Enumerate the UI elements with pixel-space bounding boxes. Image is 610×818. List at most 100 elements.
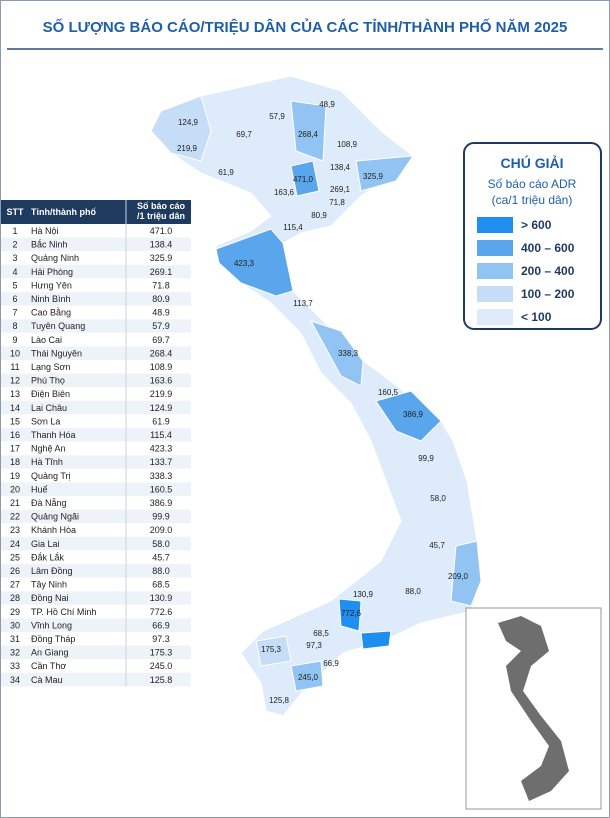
map-label: 160,5 <box>378 388 399 397</box>
legend-swatch <box>477 286 513 302</box>
table-cell: Vĩnh Long <box>31 620 72 630</box>
map-label: 219,9 <box>177 144 198 153</box>
province-shape <box>355 155 415 192</box>
table-cell: Lâm Đồng <box>31 566 73 576</box>
table-cell: 22 <box>10 512 20 522</box>
table-cell: 3 <box>12 253 17 263</box>
legend-title: CHÚ GIẢI <box>501 154 564 171</box>
table-row-bg <box>1 428 191 442</box>
table-cell: 423.3 <box>150 444 173 454</box>
map-label: 69,7 <box>236 130 252 139</box>
province-shape <box>309 320 364 387</box>
table-row-bg <box>1 672 191 687</box>
table-row-bg <box>1 550 191 564</box>
legend-label: 400 – 600 <box>521 241 575 255</box>
table-header: Tỉnh/thành phố <box>31 207 96 217</box>
table-cell: 45.7 <box>152 552 170 562</box>
table-cell: 325.9 <box>150 253 173 263</box>
table-row-bg <box>1 564 191 578</box>
table-row-bg <box>1 346 191 360</box>
table-cell: Nghệ An <box>31 444 66 454</box>
table-cell: 175.3 <box>150 648 173 658</box>
table-cell: Gia Lai <box>31 539 60 549</box>
table-cell: 386.9 <box>150 498 173 508</box>
table-cell: Cao Bằng <box>31 308 71 318</box>
table-row-bg <box>1 496 191 510</box>
table-cell: 209.0 <box>150 525 173 535</box>
table-cell: Lai Châu <box>31 403 67 413</box>
table-cell: 138.4 <box>150 240 173 250</box>
table-row-bg <box>1 632 191 646</box>
table-cell: 19 <box>10 471 20 481</box>
legend-unit: (ca/1 triệu dân) <box>492 193 573 207</box>
table-cell: 1 <box>12 226 17 236</box>
table-cell: 12 <box>10 376 20 386</box>
map-label: 108,9 <box>337 140 358 149</box>
table-cell: Sơn La <box>31 416 60 426</box>
table-cell: 219.9 <box>150 389 173 399</box>
map-label: 71,8 <box>329 198 345 207</box>
table-cell: Lào Cai <box>31 335 62 345</box>
table-cell: Đồng Nai <box>31 593 69 603</box>
map-label: 772,6 <box>341 609 362 618</box>
table-row-bg <box>1 482 191 496</box>
table-cell: 21 <box>10 498 20 508</box>
map-label: 45,7 <box>429 541 445 550</box>
map-label: 269,1 <box>330 185 351 194</box>
legend-subtitle: Số báo cáo ADR <box>488 177 577 191</box>
table-cell: Tây Ninh <box>31 580 67 590</box>
table-row-bg <box>1 509 191 524</box>
table-cell: 15 <box>10 416 20 426</box>
table-cell: 26 <box>10 566 20 576</box>
table-cell: 2 <box>12 240 17 250</box>
table-cell: 245.0 <box>150 661 173 671</box>
table-cell: 133.7 <box>150 457 173 467</box>
table-cell: 30 <box>10 620 20 630</box>
table-cell: Điện Biên <box>31 389 70 399</box>
map-label: 80,9 <box>311 211 327 220</box>
table-cell: Cà Mau <box>31 675 63 685</box>
table-cell: 16 <box>10 430 20 440</box>
map-label: 163,6 <box>274 188 295 197</box>
map-label: 386,9 <box>403 410 424 419</box>
legend-label: 100 – 200 <box>521 287 575 301</box>
table-cell: 772.6 <box>150 607 173 617</box>
inset-map <box>498 616 569 801</box>
table-cell: 471.0 <box>150 226 173 236</box>
table-cell: 108.9 <box>150 362 173 372</box>
table-row-bg <box>1 591 191 605</box>
table-row-bg <box>1 224 191 238</box>
data-table: STT Tỉnh/thành phố Số báo cáo/1 triệu dân 1… <box>1 200 191 687</box>
table-row-bg <box>1 292 191 306</box>
province-shape <box>150 95 212 162</box>
table-cell: Thái Nguyên <box>31 348 82 358</box>
legend-label: > 600 <box>521 218 552 232</box>
table-cell: 6 <box>12 294 17 304</box>
map-label: 471,0 <box>293 175 314 184</box>
province-shape <box>255 635 292 667</box>
table-row-bg <box>1 305 191 320</box>
table-cell: Tuyên Quang <box>31 321 85 331</box>
map-label: 115,4 <box>283 223 303 232</box>
map-label: 209,0 <box>448 572 469 581</box>
province-shape <box>338 598 362 632</box>
table-cell: Quảng Trị <box>31 471 71 481</box>
table-cell: 99.9 <box>152 512 170 522</box>
table-cell: Đắk Lắk <box>31 552 65 562</box>
table-cell: 33 <box>10 661 20 671</box>
map-label: 88,0 <box>405 587 421 596</box>
map-label: 68,5 <box>313 629 329 638</box>
map-label: 125,8 <box>269 696 290 705</box>
legend-swatch <box>477 240 513 256</box>
title: SỐ LƯỢNG BÁO CÁO/TRIỆU DÂN CỦA CÁC TỈNH/… <box>43 18 568 36</box>
table-row-bg <box>1 604 191 619</box>
table-cell: Lạng Sơn <box>31 362 70 372</box>
table-row-bg <box>1 264 191 279</box>
table-cell: 25 <box>10 552 20 562</box>
legend-label: 200 – 400 <box>521 264 575 278</box>
table-cell: TP. Hồ Chí Minh <box>31 607 96 617</box>
table-cell: 8 <box>12 321 17 331</box>
map-label: 48,9 <box>319 100 335 109</box>
map-label: 138,4 <box>330 163 351 172</box>
table-row-bg <box>1 332 191 347</box>
